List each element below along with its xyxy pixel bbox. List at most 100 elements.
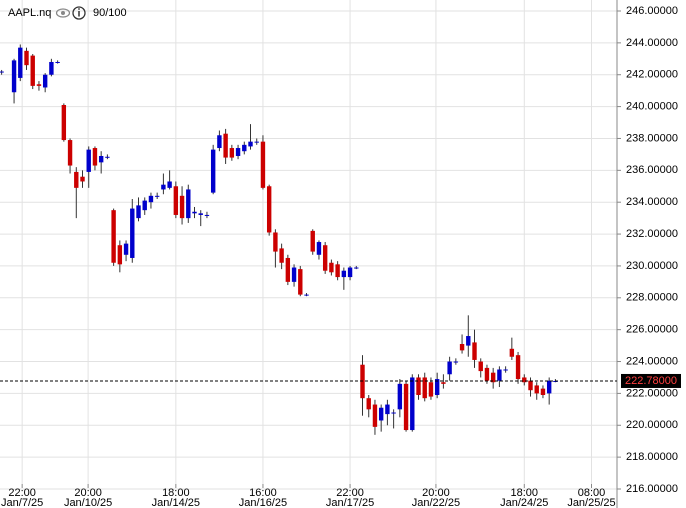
candle-body [117, 245, 123, 265]
candle-body [391, 412, 396, 414]
candle-body [459, 344, 465, 351]
x-tick-date: Jan/17/25 [326, 497, 374, 508]
candle-body [136, 205, 141, 219]
candle-body [74, 171, 79, 188]
candle-body [422, 377, 427, 399]
y-tick-label: 246.00000 [626, 5, 678, 17]
candle-body [466, 336, 471, 346]
candle-body [242, 144, 247, 152]
x-tick-date: Jan/14/25 [152, 497, 200, 508]
candle-body [416, 377, 421, 395]
candle-body [273, 232, 278, 252]
y-tick-label: 216.00000 [626, 483, 678, 495]
candle-body [316, 242, 322, 255]
candle-body [179, 195, 185, 219]
candle-body [204, 214, 210, 216]
x-tick-label: 18:00 [511, 487, 539, 499]
y-tick-label: 218.00000 [626, 451, 678, 463]
eye-outline [55, 8, 71, 18]
candle-body [210, 149, 216, 193]
candle-body [354, 267, 359, 269]
candle-body [217, 135, 222, 149]
candles [0, 44, 558, 435]
y-tick-label: 242.00000 [626, 69, 678, 81]
candle-body [98, 155, 104, 163]
candle-body [248, 141, 253, 147]
candle-body [378, 407, 384, 421]
candle-body [441, 382, 446, 384]
y-tick-label: 220.00000 [626, 419, 678, 431]
candle-body [497, 369, 502, 381]
candle-body [522, 377, 527, 383]
candle-body [304, 294, 309, 296]
candle-body [142, 200, 147, 211]
candle-body [472, 342, 477, 360]
x-tick-date: Jan/16/25 [239, 497, 287, 508]
x-tick-label: 22:00 [336, 487, 364, 499]
candle-body [18, 47, 23, 78]
candle-body [478, 361, 483, 372]
candle-body [335, 264, 340, 278]
x-tick-label: 20:00 [422, 487, 450, 499]
info-dot [78, 8, 80, 10]
candle-body [298, 269, 303, 295]
candle-body [385, 404, 390, 415]
candle-body [254, 141, 259, 143]
x-tick-label: 18:00 [162, 487, 190, 499]
candle-body [36, 84, 42, 86]
candle-body [49, 61, 54, 75]
chart-title: AAPL.nq [8, 7, 51, 19]
y-tick-label: 238.00000 [626, 132, 678, 144]
candle-body [67, 140, 73, 166]
candle-body [434, 379, 440, 395]
candle-body [260, 141, 266, 188]
y-tick-label: 230.00000 [626, 260, 678, 272]
candle-body [372, 404, 378, 427]
candle-body [105, 156, 110, 158]
x-tick-label: 22:00 [8, 487, 36, 499]
candle-body [42, 74, 48, 88]
candle-body [161, 184, 166, 190]
x-tick-date: Jan/25/25 [567, 497, 615, 508]
candle-body [484, 367, 490, 381]
candle-body [490, 372, 496, 383]
info-icon[interactable] [72, 6, 86, 20]
candle-body [322, 245, 328, 271]
candle-body [515, 355, 521, 380]
eye-pupil [61, 11, 65, 15]
last-price-label: 222.78000 [625, 375, 677, 387]
candle-body [167, 181, 172, 188]
candle-body [148, 195, 154, 203]
candle-body [123, 243, 129, 255]
candle-body [347, 267, 353, 278]
candle-body [534, 385, 539, 394]
x-tick-label: 16:00 [249, 487, 277, 499]
candle-body [266, 186, 272, 233]
last-price-box [621, 373, 681, 388]
y-tick-label: 224.00000 [626, 355, 678, 367]
info-circle [72, 6, 86, 20]
candle-body [397, 383, 403, 410]
candle-body [229, 148, 235, 158]
candle-body [453, 361, 459, 363]
x-tick-label: 20:00 [74, 487, 102, 499]
candle-body [447, 361, 452, 375]
x-tick-label: 08:00 [578, 487, 606, 499]
y-tick-label: 232.00000 [626, 228, 678, 240]
y-tick-label: 226.00000 [626, 324, 678, 336]
candle-body [341, 270, 347, 278]
candle-body [403, 383, 409, 431]
candle-body [55, 61, 60, 63]
y-tick-label: 228.00000 [626, 292, 678, 304]
x-tick-date: Jan/22/25 [412, 497, 460, 508]
candle-body [503, 369, 508, 371]
candle-body [310, 230, 315, 252]
y-tick-label: 240.00000 [626, 101, 678, 113]
x-tick-date: Jan/24/25 [500, 497, 548, 508]
grid [0, 0, 617, 490]
candle-body [428, 382, 434, 397]
candle-body [366, 398, 371, 410]
eye-icon[interactable] [55, 8, 71, 18]
